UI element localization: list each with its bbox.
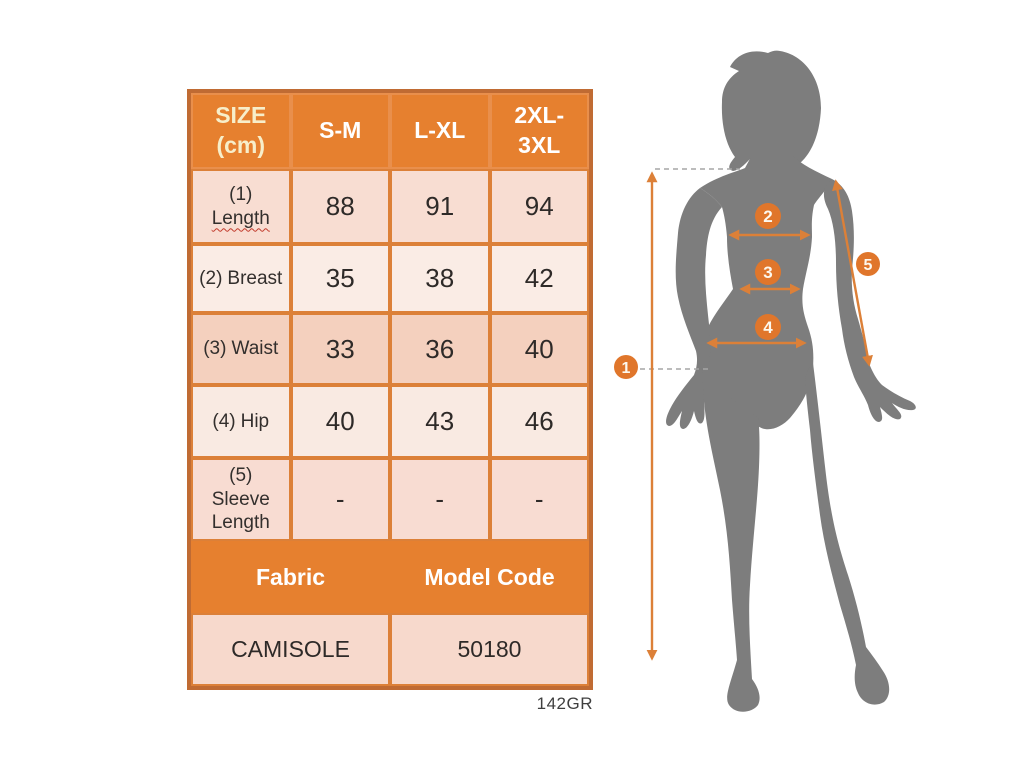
badge-1-number: 1 <box>622 360 631 377</box>
sleeve-value-lxl: - <box>390 458 490 541</box>
row-hip-label: (4) Hip <box>191 385 291 458</box>
hip-value-sm: 40 <box>290 385 390 458</box>
left-arm-shape <box>666 188 722 429</box>
hip-value-lxl: 43 <box>390 385 490 458</box>
waist-value-lxl: 36 <box>390 313 490 385</box>
badge-2-circle <box>755 203 781 229</box>
measurement-diagram: 1 2 3 4 5 <box>600 45 1004 745</box>
badge-3-circle <box>755 259 781 285</box>
header-cell-lxl: L-XL <box>390 93 490 169</box>
waist-value-sm: 33 <box>290 313 390 385</box>
sleeve-value-2xl3xl: - <box>489 458 589 541</box>
model-code-header-cell: Model Code <box>390 541 589 613</box>
header-2xl3xl-label: 2XL- 3XL <box>514 102 565 158</box>
row-sleeve-label: (5) Sleeve Length <box>191 458 291 541</box>
head-shape <box>721 50 821 171</box>
badge-5-circle <box>856 252 880 276</box>
badge-4-circle <box>755 314 781 340</box>
header-cell-2xl3xl: 2XL- 3XL <box>489 93 589 169</box>
left-leg-shape <box>702 365 760 712</box>
fabric-header-cell: Fabric <box>191 541 390 613</box>
body-measurement-svg: 1 2 3 4 5 <box>614 50 916 712</box>
breast-value-lxl: 38 <box>390 244 490 313</box>
measurement-arrows <box>646 171 873 661</box>
badge-3-number: 3 <box>763 263 772 282</box>
header-cell-sm: S-M <box>290 93 390 169</box>
row-length-num: (1) <box>229 183 253 205</box>
badge-2-number: 2 <box>763 207 772 226</box>
breast-value-2xl3xl: 42 <box>489 244 589 313</box>
badge-1-circle <box>614 355 638 379</box>
fabric-value-cell: CAMISOLE <box>191 613 390 686</box>
length-value-2xl3xl: 94 <box>489 169 589 244</box>
row-length-label: (1) Length <box>191 169 291 244</box>
length-value-sm: 88 <box>290 169 390 244</box>
hip-value-2xl3xl: 46 <box>489 385 589 458</box>
size-chart-table: SIZE (cm) S-M L-XL 2XL- 3XL (1) Length 8… <box>187 89 593 690</box>
header-lxl-label: L-XL <box>414 117 466 144</box>
model-code-value-cell: 50180 <box>390 613 589 686</box>
sleeve-value-sm: - <box>290 458 390 541</box>
measurement-badges: 1 2 3 4 5 <box>614 203 880 379</box>
badge-4-number: 4 <box>763 318 773 337</box>
sleeve-arrow <box>832 179 873 367</box>
header-cell-size: SIZE (cm) <box>191 93 291 169</box>
badge-5-number: 5 <box>864 257 873 274</box>
header-size-label: SIZE (cm) <box>215 102 267 158</box>
right-leg-shape <box>805 363 890 705</box>
row-breast-label: (2) Breast <box>191 244 291 313</box>
weight-note: 142GR <box>536 694 593 713</box>
right-arm-shape <box>823 179 916 422</box>
waist-value-2xl3xl: 40 <box>489 313 589 385</box>
row-waist-label: (3) Waist <box>191 313 291 385</box>
row-length-name: Length <box>211 207 270 229</box>
header-sm-label: S-M <box>319 117 362 144</box>
breast-value-sm: 35 <box>290 244 390 313</box>
length-value-lxl: 91 <box>390 169 490 244</box>
body-silhouette <box>666 50 916 712</box>
